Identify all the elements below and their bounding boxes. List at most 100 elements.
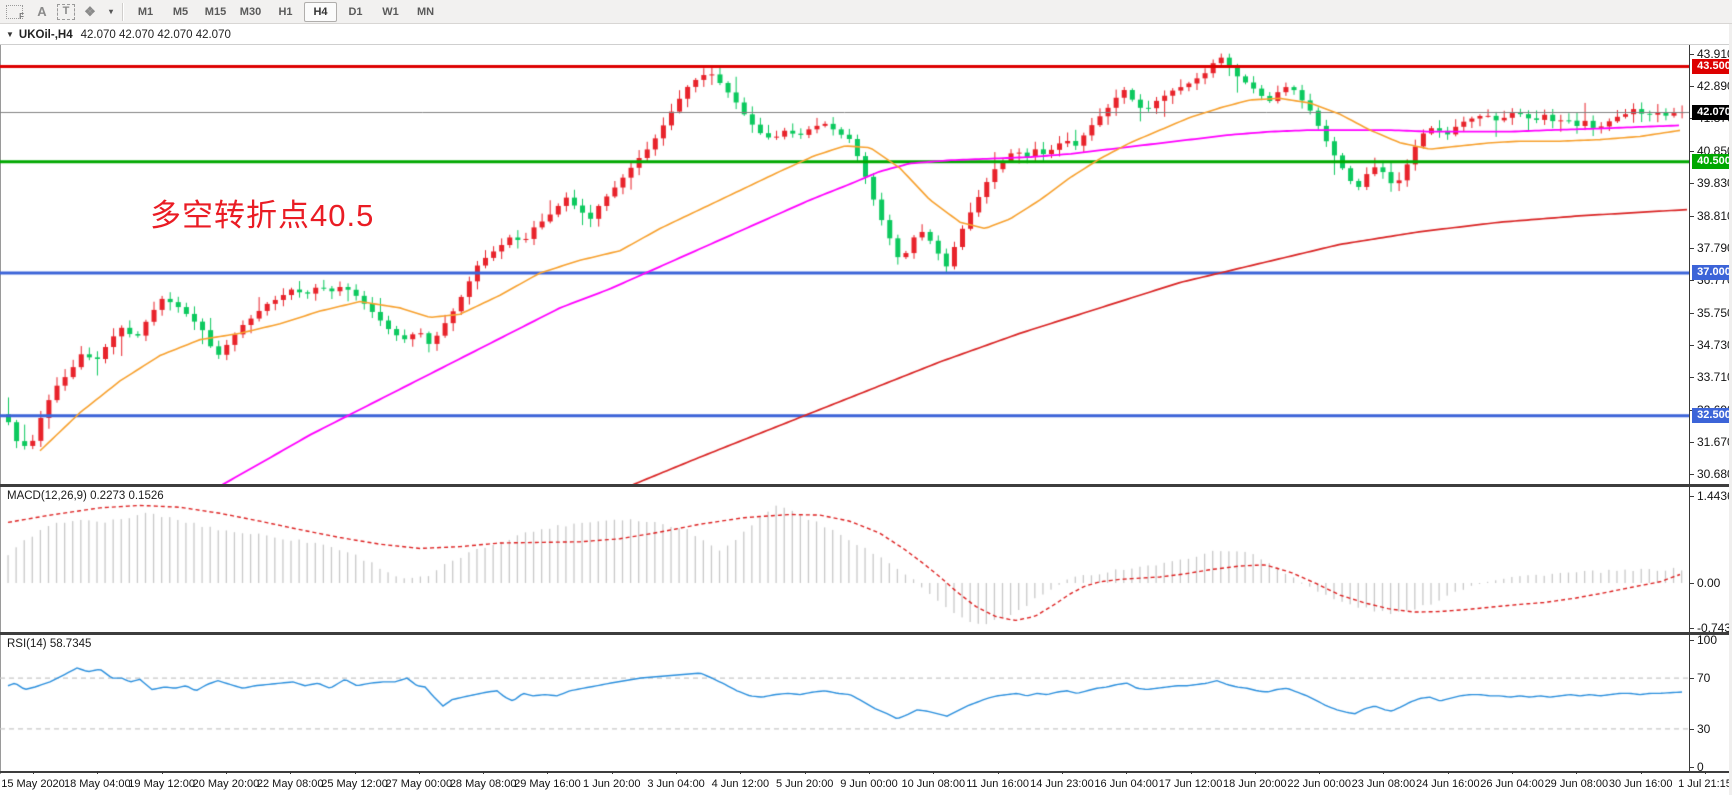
date-tick [1447, 771, 1449, 775]
date-tick [1576, 771, 1578, 775]
date-tick [869, 771, 870, 775]
price-tick [1689, 409, 1694, 411]
main-price-chart-canvas[interactable] [0, 45, 1689, 484]
timeframe-button-m15[interactable]: M15 [204, 5, 227, 18]
price-badge-40.500: 40.500 [1692, 154, 1732, 170]
timeframe-button-m5[interactable]: M5 [172, 5, 189, 18]
date-tick [161, 771, 163, 775]
date-tick [997, 771, 999, 775]
price-tick-label: 34.730 [1697, 338, 1732, 353]
date-label: 29 Jun 08:00 [1544, 778, 1609, 790]
price-axis-line [1689, 45, 1690, 772]
date-label: 4 Jun 12:00 [711, 778, 770, 790]
crosshair-tool-icon[interactable]: F [1, 2, 27, 21]
date-label: 24 Jun 16:00 [1415, 778, 1480, 790]
macd-scale-label: 0.00 [1697, 576, 1721, 590]
date-tick [418, 771, 420, 775]
text-object-tool-icon[interactable]: T [57, 3, 75, 20]
date-tick [804, 771, 806, 775]
date-tick [97, 771, 99, 775]
timeframe-button-h1[interactable]: H1 [278, 5, 293, 18]
price-tick [1689, 247, 1694, 249]
price-tick-label: 37.790 [1697, 240, 1732, 255]
toolbar: F A T ❖ ▾ M1 M5 M15 M30 H1 H4 D1 W1 MN [0, 0, 1732, 24]
price-tick-label: 39.830 [1697, 176, 1732, 191]
date-tick [483, 771, 485, 775]
price-tick-label: 31.670 [1697, 435, 1732, 450]
price-tick [1689, 53, 1694, 55]
date-axis-line [0, 771, 1732, 773]
objects-dropdown-icon[interactable]: ▾ [108, 7, 113, 16]
date-tick [1254, 771, 1256, 775]
date-label: 3 Jun 04:00 [647, 778, 705, 790]
date-label: 5 Jun 20:00 [775, 778, 834, 790]
price-badge-32.500: 32.500 [1692, 408, 1732, 424]
date-label: 14 Jun 23:00 [1030, 778, 1094, 790]
date-label: 1 Jul 21:15 [1678, 778, 1732, 790]
rsi-scale-tick [1689, 728, 1694, 730]
date-label: 19 May 12:00 [128, 778, 195, 790]
panel-splitter[interactable] [0, 484, 1732, 487]
drawing-tools-group: F A T ❖ ▾ [0, 2, 118, 21]
timeframe-button-w1[interactable]: W1 [382, 5, 399, 18]
rsi-scale-label: 30 [1697, 721, 1711, 736]
date-tick [1383, 771, 1385, 775]
date-tick [33, 771, 34, 775]
timeframe-button-d1[interactable]: D1 [348, 5, 363, 18]
price-tick [1689, 85, 1694, 87]
window-edge [1729, 24, 1732, 795]
price-tick [1689, 345, 1694, 347]
date-label: 15 May 2020 [1, 778, 65, 790]
timeframe-buttons-group: M1 M5 M15 M30 H1 H4 D1 W1 MN [128, 1, 443, 22]
date-label: 10 Jun 08:00 [901, 778, 966, 790]
toolbar-separator [122, 2, 124, 21]
rsi-scale-label: 70 [1697, 671, 1711, 686]
price-badge-42.070: 42.070 [1692, 104, 1732, 120]
panel-splitter[interactable] [0, 632, 1732, 635]
timeframe-button-h4[interactable]: H4 [304, 1, 337, 22]
timeframe-button-m30[interactable]: M30 [239, 5, 262, 18]
collapse-triangle-icon[interactable]: ▼ [6, 30, 14, 39]
macd-scale-label: 1.4436 [1697, 488, 1732, 503]
rsi-indicator-canvas[interactable] [0, 635, 1689, 771]
date-label: 26 Jun 04:00 [1480, 778, 1544, 790]
text-label-tool-icon[interactable]: A [37, 4, 47, 19]
rsi-scale-tick [1689, 640, 1694, 641]
price-tick [1689, 215, 1694, 217]
price-tick [1689, 442, 1694, 444]
macd-scale-tick [1689, 583, 1694, 584]
date-tick [290, 771, 292, 775]
price-tick-label: 38.810 [1697, 208, 1732, 223]
timeframe-button-m1[interactable]: M1 [137, 5, 154, 18]
date-tick [933, 771, 935, 775]
date-tick [676, 771, 678, 775]
date-label: 22 May 08:00 [256, 778, 324, 790]
macd-scale-tick [1689, 495, 1694, 497]
price-tick [1689, 312, 1694, 314]
rsi-label: RSI(14) 58.7345 [7, 638, 92, 650]
rsi-scale-tick [1689, 767, 1694, 768]
timeframe-button-mn[interactable]: MN [416, 5, 435, 18]
date-tick [1061, 771, 1063, 775]
macd-label: MACD(12,26,9) 0.2273 0.1526 [7, 490, 164, 502]
date-tick [354, 771, 356, 775]
price-badge-37.000: 37.000 [1692, 265, 1732, 281]
price-tick [1689, 118, 1694, 120]
date-axis: 15 May 2020 18 May 04:00 19 May 12:00 20 Ma… [0, 774, 1732, 795]
date-label: 29 May 16:00 [514, 778, 581, 790]
date-tick [1319, 771, 1321, 775]
price-tick-label: 33.710 [1697, 370, 1732, 385]
date-tick [1126, 771, 1128, 775]
date-label: 25 May 12:00 [321, 778, 388, 790]
chart-text-annotation[interactable]: 多空转折点40.5 [150, 198, 375, 233]
objects-tool-icon[interactable]: ❖ [84, 3, 96, 19]
macd-indicator-canvas[interactable] [0, 487, 1689, 632]
date-tick [547, 771, 549, 775]
price-tick [1689, 183, 1694, 185]
date-label: 18 May 04:00 [63, 778, 131, 790]
price-tick-label: 35.750 [1697, 305, 1732, 320]
rsi-scale-label: 100 [1697, 633, 1718, 647]
price-tick [1689, 377, 1694, 379]
